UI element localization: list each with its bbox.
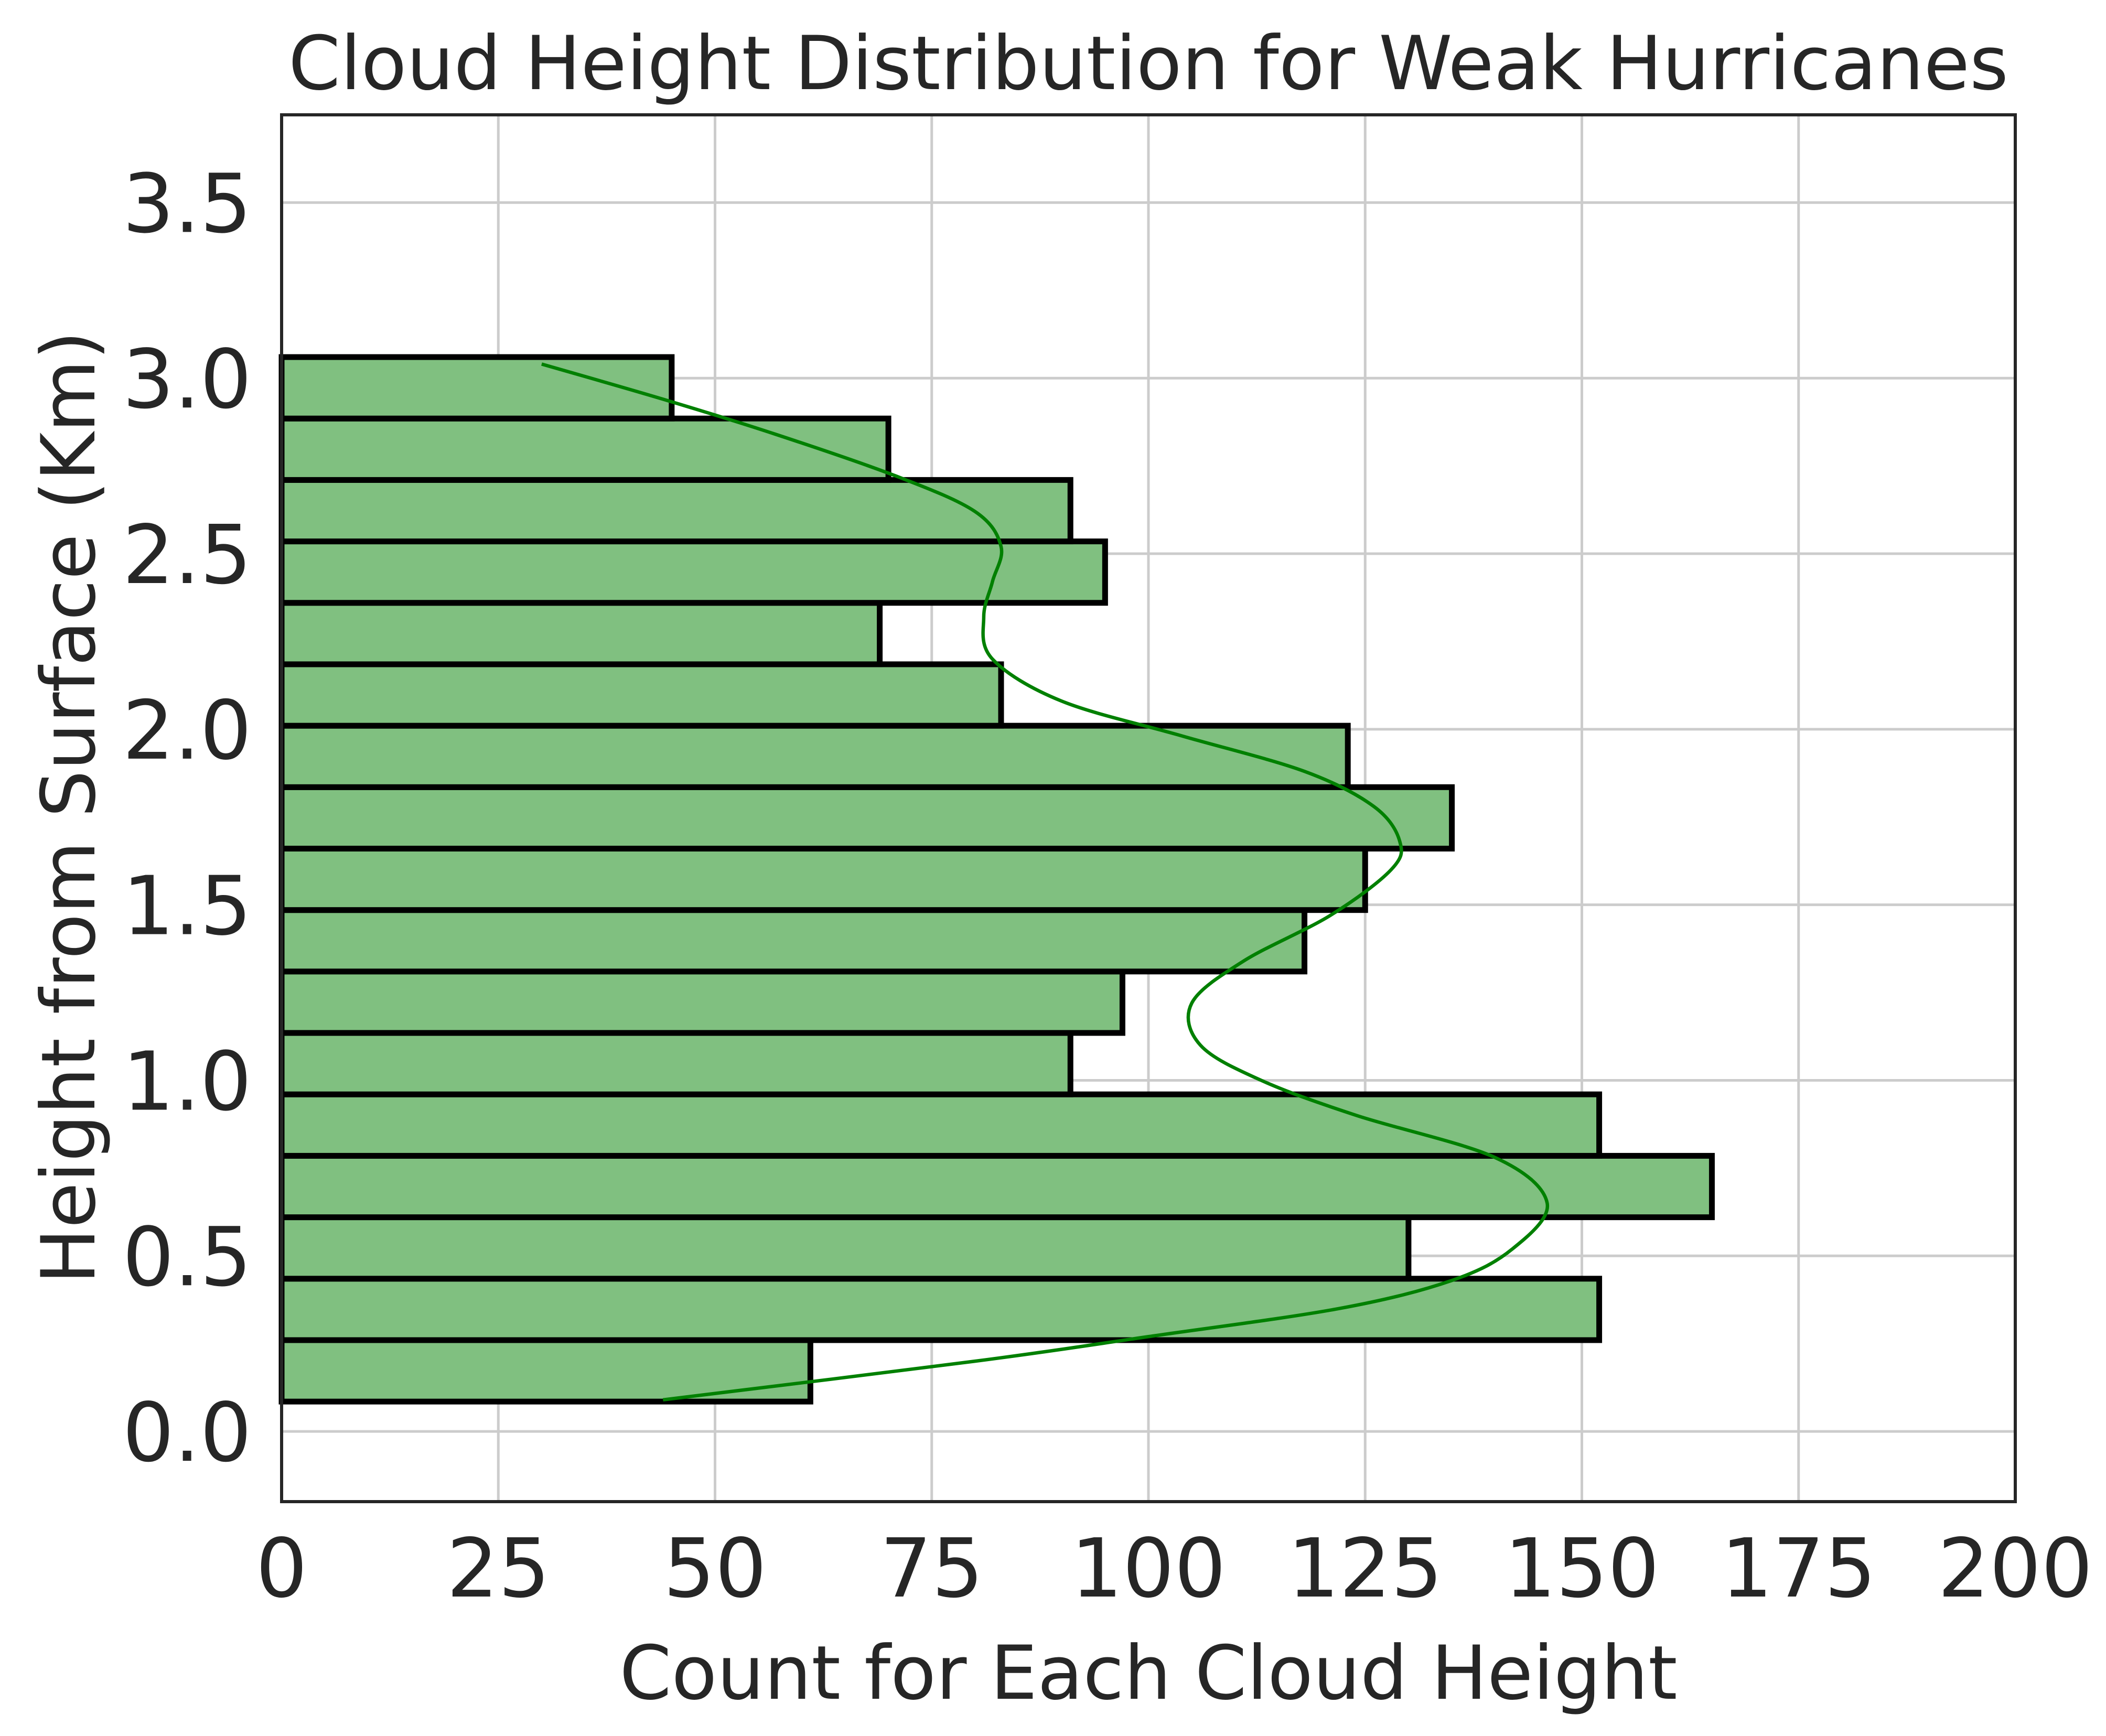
x-tick-label: 200 [1938,1521,2093,1616]
x-tick-label: 0 [256,1521,308,1616]
y-tick-label: 3.5 [122,156,252,251]
histogram-bar [278,477,1073,545]
histogram-bar [278,723,1351,790]
kde-curve-layer [541,362,1550,1402]
y-tick-label: 0.0 [122,1385,252,1480]
histogram-bar [278,1152,1715,1221]
y-axis-label: Height from Surface (Km) [26,331,112,1284]
histogram-bar [278,968,1125,1036]
kde-curve [541,362,1550,1402]
plot-frame [280,113,2017,1503]
histogram-bar [278,1214,1412,1282]
y-tick-label: 0.5 [122,1210,252,1304]
y-tick-label: 2.0 [122,683,252,778]
chart-title: Cloud Height Distribution for Weak Hurri… [288,20,2008,107]
histogram-bar [278,1030,1073,1097]
histogram-bar [278,846,1368,913]
histogram-bar [278,784,1455,852]
histogram-bar [278,600,883,667]
x-tick-label: 100 [1071,1521,1226,1616]
x-axis-label: Count for Each Cloud Height [619,1630,1677,1717]
x-tick-label: 25 [447,1521,550,1616]
histogram-bar [278,538,1108,606]
histogram-bar [278,1091,1603,1159]
histogram-bar [278,354,675,422]
y-tick-label: 1.5 [122,859,252,954]
histogram-bar [278,1276,1603,1343]
histogram-bar [278,415,891,483]
y-tick-label: 3.0 [122,332,252,427]
x-tick-label: 150 [1505,1521,1660,1616]
x-tick-labels: 0 25 50 75 100 125 150 175 200 [256,1521,2093,1616]
x-tick-label: 175 [1721,1521,1876,1616]
x-tick-label: 75 [880,1521,983,1616]
x-tick-label: 50 [663,1521,767,1616]
x-tick-label: 125 [1287,1521,1443,1616]
histogram-bar [278,907,1308,975]
y-tick-label: 2.5 [122,508,252,602]
histogram-bar [278,661,1004,729]
y-tick-labels: 0.0 0.5 1.0 1.5 2.0 2.5 3.0 3.5 [122,156,252,1480]
histogram-bars [278,354,1715,1405]
y-tick-label: 1.0 [122,1034,252,1129]
